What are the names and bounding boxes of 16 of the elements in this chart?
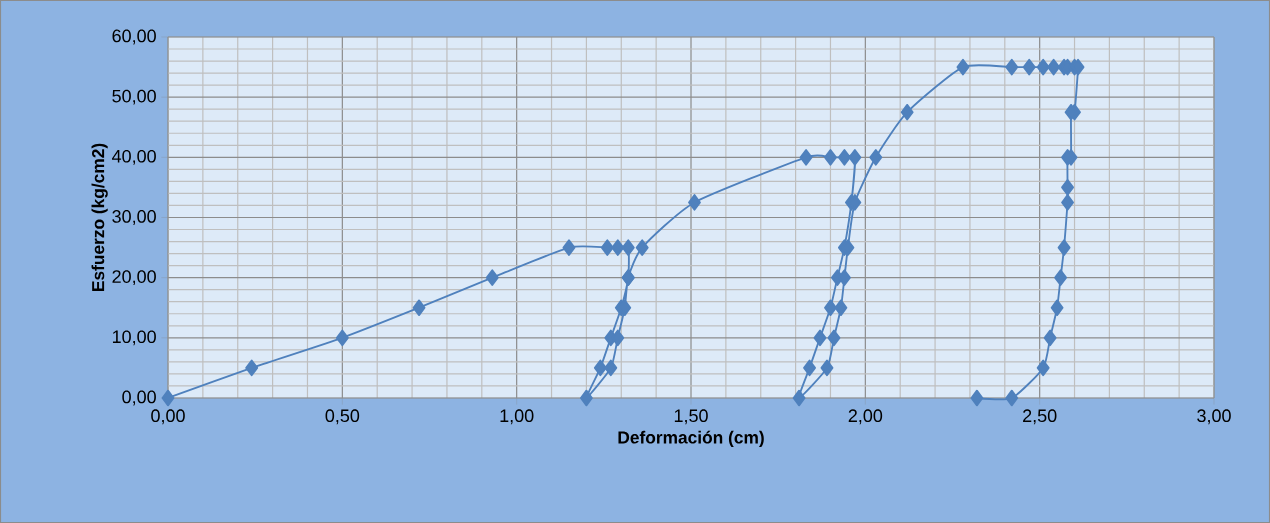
x-tick-label: 2,00 [848, 409, 883, 425]
x-tick-label: 3,00 [1197, 409, 1231, 425]
x-tick-label: 0,50 [325, 409, 360, 425]
y-tick-label: 40,00 [112, 149, 156, 165]
y-tick-label: 60,00 [112, 29, 156, 45]
y-axis-title: Esfuerzo (kg/cm2) [91, 143, 108, 291]
y-tick-label: 0,00 [122, 390, 156, 406]
y-tick-label: 30,00 [112, 210, 156, 225]
y-tick-label: 10,00 [112, 330, 156, 346]
y-tick-label: 50,00 [112, 89, 156, 105]
x-tick-label: 1,00 [500, 409, 534, 425]
x-tick-label: 0,00 [151, 409, 185, 425]
x-tick-label: 2,50 [1023, 409, 1057, 425]
y-tick-label: 20,00 [112, 270, 156, 286]
x-axis-title: Deformación (cm) [618, 430, 764, 448]
x-tick-label: 1,50 [674, 409, 708, 425]
